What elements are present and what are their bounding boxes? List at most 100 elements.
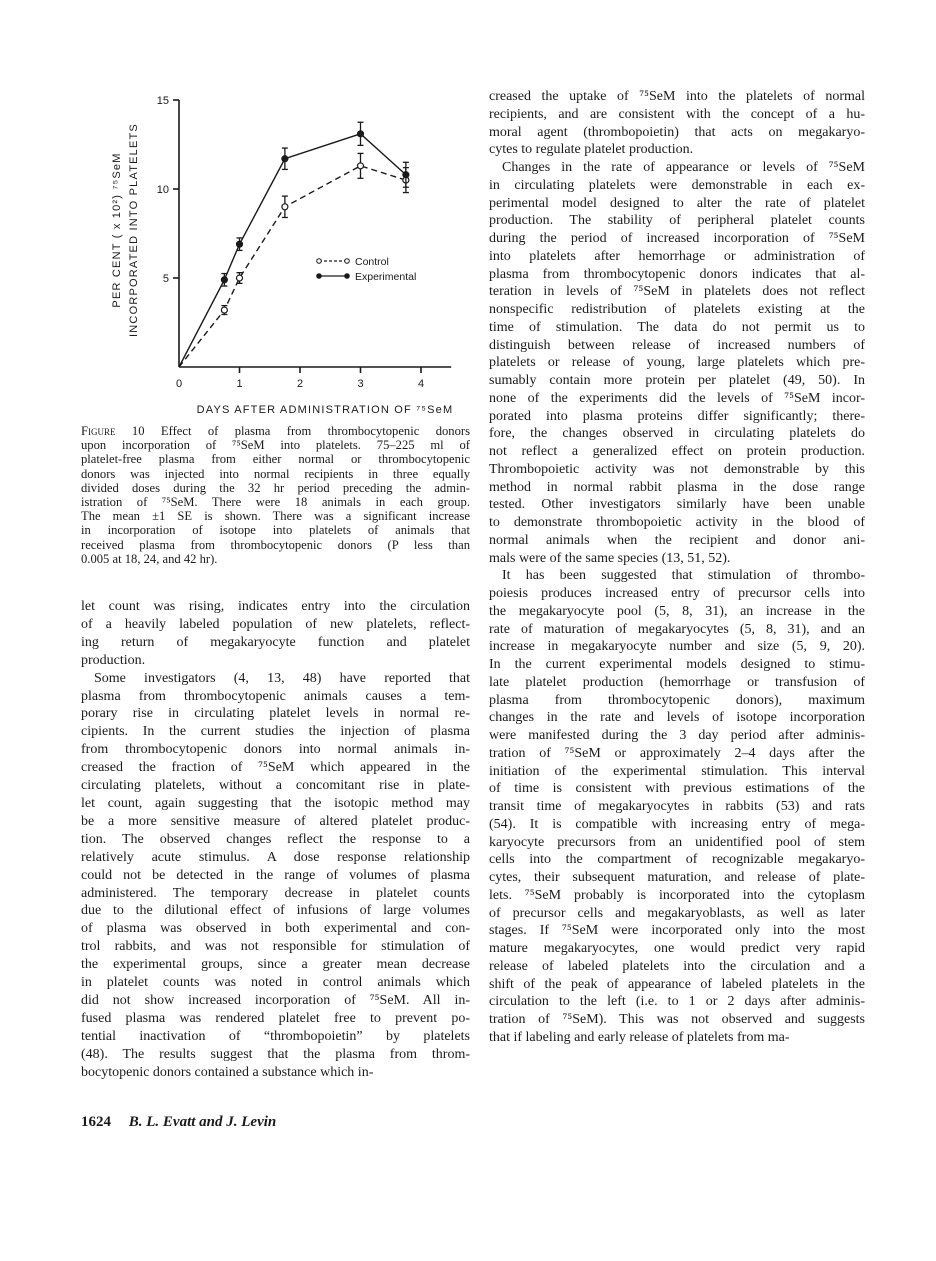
- text-line: could not be detected in the range of vo…: [81, 867, 470, 883]
- text-line: mals were of the same species (13, 51, 5…: [489, 550, 731, 566]
- text-line: Thrombopoietic activity was not demonstr…: [489, 461, 865, 477]
- text-line: into platelets after hemorrhage or admin…: [489, 248, 865, 264]
- caption-line: received plasma from thrombocytopenic do…: [81, 537, 470, 552]
- caption-line: Figure 10 Effect of plasma from thromboc…: [81, 424, 470, 438]
- text-line: of precursor cells and megakaryoblasts, …: [489, 905, 865, 921]
- y-axis-label: PER CENT ( x 10²) ⁷⁵SeM: [111, 152, 123, 307]
- text-line: porated into plasma proteins differ sign…: [489, 408, 865, 424]
- text-line: in circulating platelets were demonstrab…: [489, 177, 865, 193]
- text-line: to demonstrate thrombopoietic activity i…: [489, 515, 865, 530]
- text-line: recipients, and are consistent with the …: [489, 106, 865, 122]
- caption-line: The mean ±1 SE is shown. There was a sig…: [81, 509, 470, 524]
- text-line: sumably contain more protein per platele…: [489, 373, 865, 388]
- left-column-text: let count was rising, indicates entry in…: [81, 598, 470, 1081]
- text-line: from thrombocytopenic donors into normal…: [81, 742, 470, 758]
- text-line: none of the experiments did the levels o…: [489, 390, 865, 406]
- text-line: Changes in the rate of appearance or lev…: [502, 160, 865, 175]
- text-line: creased the fraction of ⁷⁵SeM which appe…: [81, 760, 470, 776]
- text-line: tration of ⁷⁵SeM or approximately 2–4 da…: [489, 745, 865, 761]
- text-line: perimental model designed to alter the r…: [489, 195, 865, 211]
- text-line: plasma from thrombocytopenic animals cau…: [81, 688, 470, 704]
- text-line: did not show increased incorporation of …: [81, 992, 470, 1008]
- legend-label: Experimental: [355, 271, 416, 283]
- caption-line: istration of ⁷⁵SeM. There were 18 animal…: [81, 495, 470, 510]
- text-line: be a more sensitive measure of altered p…: [81, 813, 470, 829]
- text-line: Some investigators (4, 13, 48) have repo…: [94, 670, 470, 686]
- text-line: release of labeled platelets into the ci…: [489, 958, 865, 974]
- text-line: nonspecific redistribution of platelets …: [489, 302, 865, 317]
- data-point: [220, 276, 228, 284]
- legend-entry: Control: [316, 256, 389, 268]
- text-line: that if labeling and early release of pl…: [489, 1029, 790, 1045]
- text-line: normal animals when the recipient and do…: [489, 532, 865, 548]
- text-line: mature megakaryocytes, one would predict…: [489, 941, 865, 956]
- data-point: [235, 240, 244, 248]
- text-line: late platelet production (hemorrhage or …: [489, 674, 865, 690]
- legend-marker: [344, 273, 350, 279]
- x-tick-label: 1: [236, 378, 242, 390]
- text-line: let count was rising, indicates entry in…: [81, 599, 470, 614]
- legend-marker: [344, 258, 350, 264]
- series-line: [178, 165, 407, 368]
- caption-line: divided doses during the 32 hr period pr…: [81, 480, 470, 495]
- data-point: [235, 274, 244, 282]
- x-tick-label: 4: [418, 378, 424, 390]
- text-line: stages. If ⁷⁵SeM were incorporated only …: [489, 923, 865, 939]
- text-line: bocytopenic donors contained a substance…: [81, 1064, 374, 1080]
- text-line: rate of maturation of megakaryocytes (5,…: [489, 621, 865, 637]
- text-line: relatively acute stimulus. A dose respon…: [81, 849, 470, 865]
- text-line: plasma from thrombocytopenic donors indi…: [489, 266, 865, 282]
- text-line: cells into the compartment of recognizab…: [489, 852, 865, 868]
- text-line: the megakaryocyte pool (5, 8, 31), an in…: [489, 603, 865, 619]
- text-line: cytes, their subsequent maturation, and …: [489, 870, 865, 885]
- text-line: teration in levels of ⁷⁵SeM in platelets…: [489, 284, 865, 300]
- text-line: cytes to regulate platelet production.: [489, 142, 694, 158]
- text-line: plasma from thrombocytopenic donors), ma…: [489, 692, 865, 708]
- text-line: time of stimulation. The data do not per…: [489, 319, 865, 335]
- x-axis-label: DAYS AFTER ADMINISTRATION OF ⁷⁵SeM: [197, 404, 454, 416]
- text-line: initiation of the experimental stimulati…: [489, 763, 865, 779]
- text-line: of time is consistent with previous esti…: [489, 781, 865, 797]
- page-number: 1624: [81, 1114, 111, 1130]
- text-line: increase in megakaryocyte number and siz…: [489, 639, 865, 655]
- text-line: production.: [81, 652, 146, 668]
- legend-marker: [316, 258, 322, 264]
- text-line: tested. Other investigators similarly ha…: [489, 497, 865, 513]
- text-line: production. The stability of peripheral …: [489, 213, 865, 229]
- y-tick-label: 10: [157, 184, 169, 196]
- y-tick-label: 5: [163, 273, 169, 285]
- data-point: [281, 155, 289, 163]
- text-line: fore, the changes observed in circulatin…: [489, 426, 865, 442]
- figure-label: Figure 10: [81, 424, 161, 438]
- text-line: shift of the peak of appearance of label…: [489, 976, 865, 992]
- text-line: porary rise in circulating platelet leve…: [81, 706, 470, 722]
- text-line: fused plasma was rendered platelet free …: [81, 1010, 470, 1026]
- text-line: In the current experimental models desig…: [489, 657, 865, 672]
- data-point: [402, 171, 410, 179]
- x-tick-label: 3: [357, 378, 363, 390]
- text-line: poiesis produces increased entry of prec…: [489, 586, 865, 601]
- text-line: tential inactivation of “thrombopoietin”…: [81, 1028, 470, 1044]
- caption-line: in incorporation of isotope into platele…: [81, 523, 470, 538]
- text-line: let count, again suggesting that the iso…: [81, 795, 470, 811]
- caption-line: upon incorporation of ⁷⁵SeM into platele…: [81, 438, 470, 453]
- text-line: of a heavily labeled population of new p…: [81, 616, 470, 632]
- text-line: circulation to the left (i.e. to 1 or 2 …: [489, 994, 865, 1010]
- data-point: [356, 130, 365, 138]
- text-line: changes in the rate and levels of isotop…: [489, 710, 865, 726]
- text-line: circulating platelets, without a concomi…: [81, 778, 470, 794]
- text-line: distinguish between release of increased…: [489, 337, 865, 353]
- data-point: [281, 203, 289, 211]
- text-line: in platelet counts was noted in control …: [81, 975, 470, 991]
- text-line: administered. The temporary decrease in …: [81, 885, 470, 901]
- x-tick-label: 2: [297, 378, 303, 390]
- text-line: karyocyte precursors from an unidentifie…: [489, 834, 865, 850]
- text-line: moral agent (thrombopoietin) that acts o…: [489, 124, 865, 140]
- text-line: platelets or release of young, large pla…: [489, 355, 865, 371]
- text-line: transit time of megakaryocytes in rabbit…: [489, 799, 865, 814]
- series-line: [178, 133, 407, 368]
- text-line: (54). It is compatible with increasing e…: [489, 816, 865, 832]
- x-tick-label: 0: [176, 378, 182, 390]
- page-footer: 1624 B. L. Evatt and J. Levin: [81, 1114, 276, 1131]
- legend-entry: Experimental: [316, 271, 416, 283]
